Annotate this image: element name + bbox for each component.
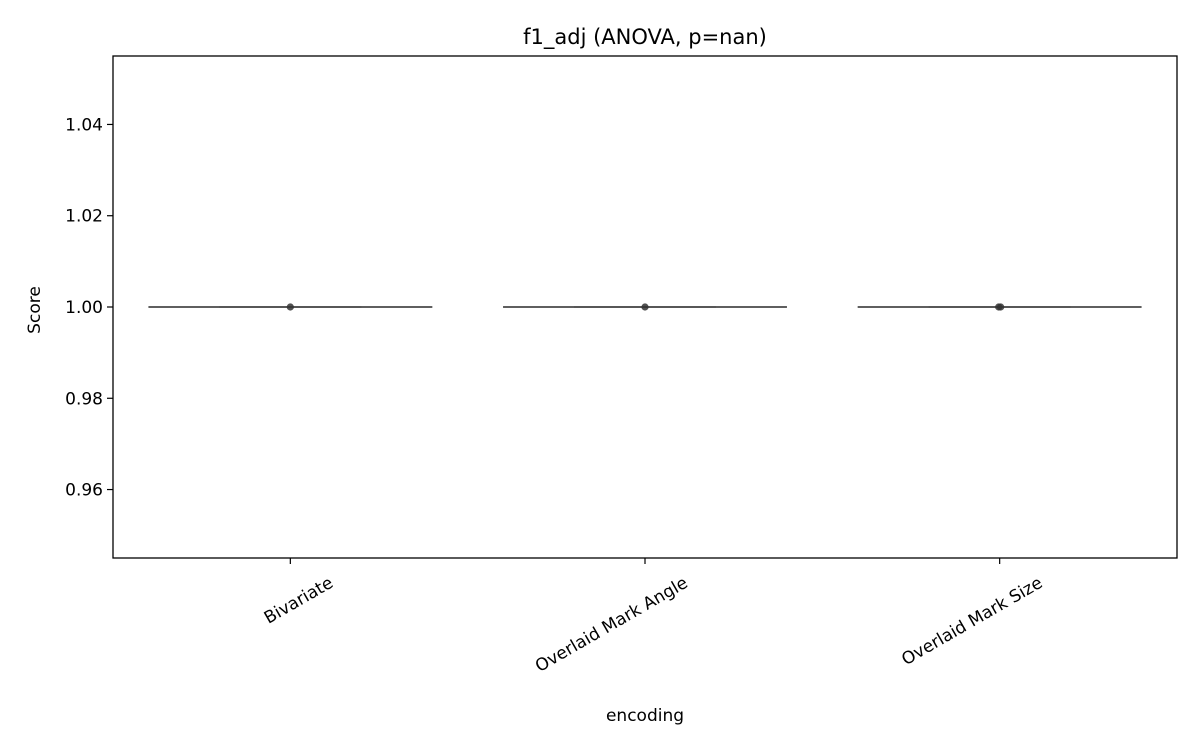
data-point bbox=[286, 303, 294, 311]
x-tick-label: Bivariate bbox=[261, 573, 337, 628]
y-tick-label: 1.04 bbox=[65, 115, 103, 135]
x-axis: Bivariate Overlaid Mark Angle Overlaid Mar… bbox=[261, 558, 1046, 677]
y-axis-label: Score bbox=[25, 286, 45, 334]
data-point bbox=[997, 303, 1005, 311]
chart-title: f1_adj (ANOVA, p=nan) bbox=[523, 25, 767, 50]
y-axis: 0.96 0.98 1.00 1.02 1.04 bbox=[65, 115, 113, 501]
x-tick-label: Overlaid Mark Angle bbox=[532, 573, 692, 677]
x-axis-label: encoding bbox=[606, 706, 684, 726]
y-tick-label: 0.98 bbox=[65, 389, 103, 409]
x-tick-label: Overlaid Mark Size bbox=[898, 573, 1046, 670]
data-point bbox=[641, 303, 649, 311]
y-tick-label: 1.02 bbox=[65, 207, 103, 227]
plot-area bbox=[112, 55, 1178, 559]
y-tick-label: 1.00 bbox=[65, 298, 103, 318]
y-tick-label: 0.96 bbox=[65, 481, 103, 501]
